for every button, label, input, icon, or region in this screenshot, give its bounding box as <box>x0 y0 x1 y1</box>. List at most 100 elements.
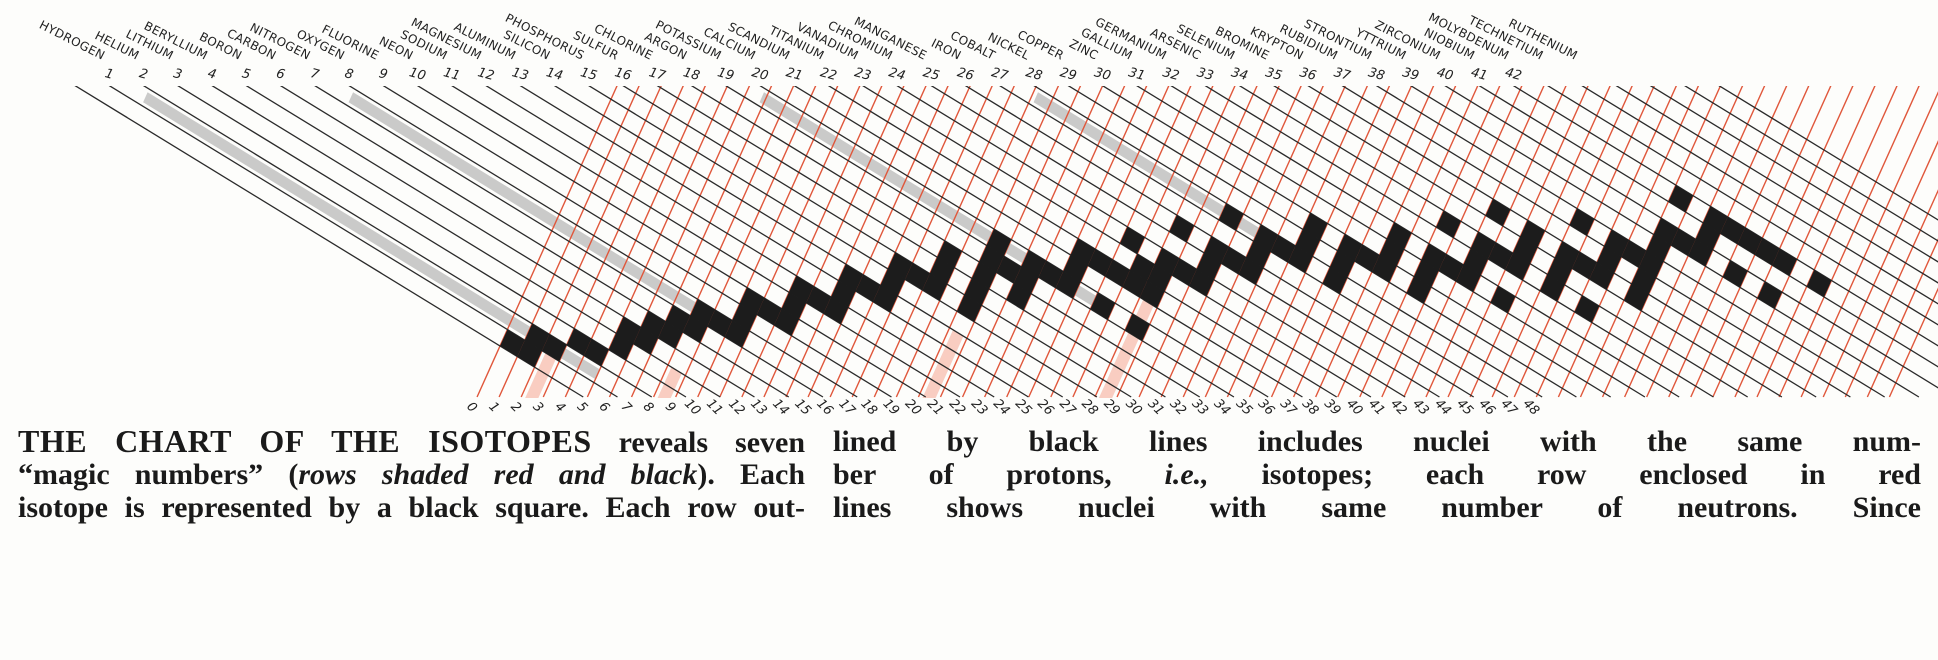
neutron-number: 26 <box>1034 396 1056 418</box>
neutron-line <box>1337 86 1479 398</box>
proton-line <box>1067 86 1577 398</box>
neutron-number: 37 <box>1277 396 1300 419</box>
proton-line <box>553 86 1064 398</box>
proton-number: 20 <box>750 65 770 84</box>
proton-line <box>245 86 755 398</box>
proton-number: 9 <box>377 66 389 83</box>
caption-column: THE CHART OF THE ISOTOPES reveals seven “… <box>18 425 805 524</box>
isotope-square <box>957 294 982 322</box>
neutron-number: 24 <box>990 396 1012 418</box>
isotope-square <box>500 329 525 357</box>
neutron-number: 13 <box>747 396 769 418</box>
proton-number: 35 <box>1264 65 1284 84</box>
neutron-line <box>895 86 1038 398</box>
neutron-number: 28 <box>1078 396 1100 418</box>
isotope-square <box>823 297 849 325</box>
isotope-square <box>1720 216 1745 244</box>
neutron-line <box>807 86 949 398</box>
neutron-line <box>763 86 905 398</box>
isotope-square <box>1063 254 1088 282</box>
caption-text: lines shows nuclei with same number of n… <box>833 491 1921 524</box>
neutron-line <box>476 86 618 398</box>
neutron-number: 22 <box>946 396 968 418</box>
isotope-square <box>616 316 641 344</box>
proton-number: 1 <box>103 66 115 83</box>
caption: THE CHART OF THE ISOTOPES reveals seven “… <box>0 425 1938 545</box>
isotope-chart: HYDROGENHELIUMLITHIUMBERYLLIUMBORONCARBO… <box>37 10 1938 419</box>
isotope-square <box>1379 238 1405 266</box>
isotope-square <box>1122 270 1148 298</box>
proton-number: 15 <box>579 65 599 84</box>
isotope-square <box>1295 229 1321 257</box>
neutron-line <box>1160 86 1302 398</box>
isotope-square <box>1038 260 1064 288</box>
proton-line <box>1307 86 1817 398</box>
isotope-square <box>979 245 1004 273</box>
isotope-square <box>1270 235 1296 263</box>
neutron-line <box>785 86 927 398</box>
proton-line <box>177 86 687 398</box>
magic-row-shade <box>1033 92 1312 270</box>
proton-number: 29 <box>1058 65 1078 84</box>
isotope-square <box>724 320 750 348</box>
neutron-number: 43 <box>1409 396 1431 418</box>
neutron-number: 38 <box>1299 396 1321 418</box>
isotope-square <box>905 263 930 290</box>
neutron-number: 15 <box>791 396 813 418</box>
proton-number: 17 <box>647 65 668 84</box>
proton-line <box>382 86 892 398</box>
neutron-number: 31 <box>1144 396 1166 418</box>
isotope-square <box>1596 246 1622 274</box>
isotope-square <box>1490 286 1516 314</box>
proton-line <box>588 86 1098 398</box>
isotope-square <box>1463 248 1489 276</box>
proton-number: 10 <box>407 65 427 84</box>
magic-column-shade <box>657 367 682 398</box>
isotope-square <box>1554 241 1580 269</box>
proton-line <box>142 86 653 398</box>
isotope-square <box>1013 266 1039 294</box>
isotope-square <box>774 308 799 336</box>
proton-number: 37 <box>1332 65 1353 84</box>
proton-line <box>451 86 961 398</box>
proton-number: 7 <box>309 66 322 83</box>
isotope-square <box>1021 250 1046 278</box>
caption-line: “magic numbers” (rows shaded red and bla… <box>18 458 805 491</box>
neutron-line <box>630 86 773 398</box>
caption-text: ). Each <box>697 458 805 491</box>
isotope-square <box>1253 224 1279 252</box>
caption-line: ber of protons, i.e., isotopes; each row… <box>833 458 1921 491</box>
neutron-number: 7 <box>618 399 635 416</box>
isotope-square <box>665 305 691 333</box>
neutron-number: 11 <box>703 396 725 418</box>
isotope-square <box>584 339 609 367</box>
neutron-line <box>961 86 1104 398</box>
neutron-number: 18 <box>858 396 880 418</box>
isotope-square <box>1337 234 1363 262</box>
isotope-square <box>1171 258 1197 286</box>
isotope-square <box>1456 264 1481 292</box>
caption-column: lined by black lines includes nuclei wit… <box>833 425 1921 524</box>
proton-number: 3 <box>172 66 184 83</box>
neutron-number: 17 <box>836 396 859 419</box>
isotope-square <box>789 275 814 303</box>
neutron-number: 32 <box>1167 396 1189 418</box>
isotope-square <box>1372 255 1397 283</box>
proton-number: 42 <box>1503 65 1523 84</box>
caption-line: lines shows nuclei with same number of n… <box>833 491 1921 524</box>
isotope-square <box>929 257 955 285</box>
isotope-square <box>1196 252 1222 280</box>
neutron-number: 6 <box>596 399 612 415</box>
proton-number: 23 <box>853 65 873 84</box>
neutron-line <box>1116 86 1258 398</box>
caption-text: reveals seven <box>591 426 805 458</box>
isotope-square <box>1129 253 1155 281</box>
proton-number: 4 <box>206 66 218 83</box>
neutron-line <box>1822 140 1938 398</box>
neutron-number: 25 <box>1012 396 1034 418</box>
proton-number: 19 <box>716 65 736 84</box>
neutron-number: 45 <box>1453 396 1475 418</box>
isotope-square <box>831 280 856 308</box>
neutron-number: 1 <box>485 399 501 415</box>
